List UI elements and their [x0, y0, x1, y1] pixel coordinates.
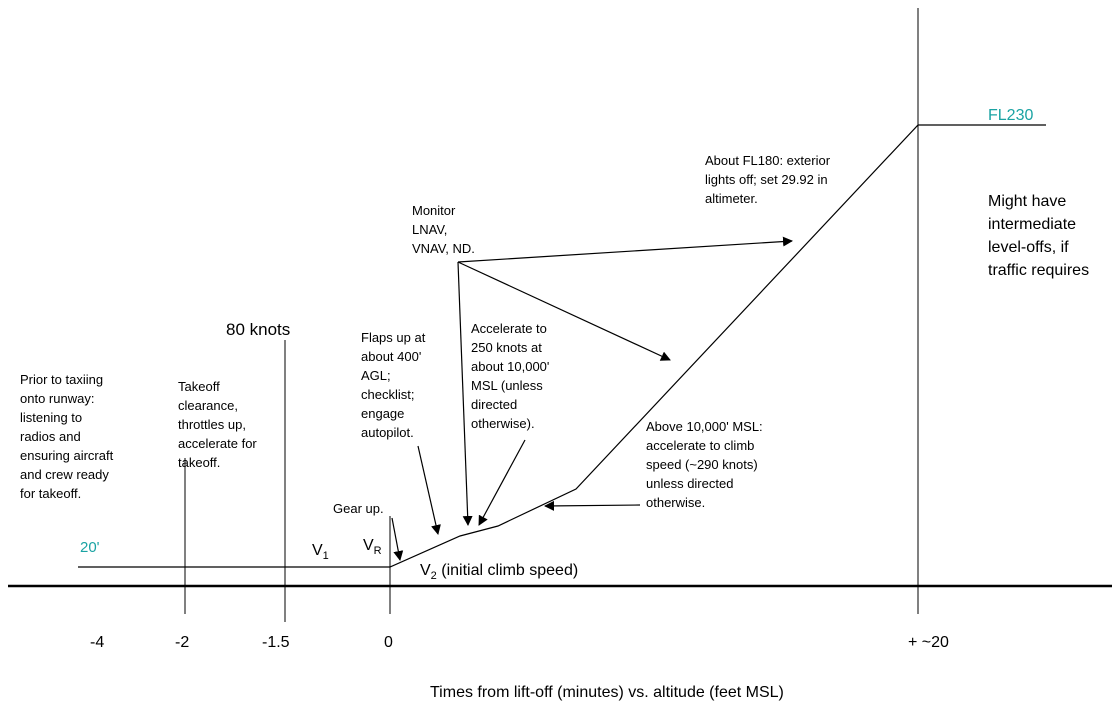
above-10000-arrow: [544, 500, 641, 511]
note-prior-taxi: Prior to taxiing onto runway: listening …: [20, 372, 117, 501]
end-altitude-label: FL230: [988, 107, 1033, 124]
tick-label-minus-1-5: -1.5: [262, 634, 290, 651]
tick-label-minus-4: -4: [90, 634, 104, 651]
eighty-knots-label: 80 knots: [226, 320, 290, 339]
tick-label-minus-2: -2: [175, 634, 189, 651]
monitor-arrow-down: [457, 261, 473, 526]
tick-label-plus-20: + ~20: [908, 634, 949, 651]
note-takeoff-clearance: Takeoff clearance, throttles up, acceler…: [178, 379, 260, 470]
v2-label: V2 (initial climb speed): [420, 562, 578, 582]
monitor-arrow-right: [457, 236, 793, 263]
axis-caption: Times from lift-off (minutes) vs. altitu…: [430, 684, 784, 701]
note-monitor: Monitor LNAV, VNAV, ND.: [412, 203, 475, 256]
tick-label-zero: 0: [384, 634, 393, 651]
v1-label: V1: [312, 542, 329, 562]
note-fl180: About FL180: exterior lights off; set 29…: [705, 153, 834, 206]
start-altitude-label: 20': [80, 539, 100, 556]
note-accelerate-250: Accelerate to 250 knots at about 10,000'…: [471, 321, 553, 431]
vr-label: VR: [363, 537, 382, 557]
flaps-up-arrow: [417, 445, 441, 535]
gear-up-arrow: [391, 517, 404, 561]
altitude-profile-line: [78, 124, 1046, 568]
monitor-arrow-diagonal: [457, 261, 671, 361]
note-level-offs: Might have intermediate level-offs, if t…: [988, 193, 1089, 279]
accelerate-250-arrow: [478, 439, 526, 526]
note-gear-up: Gear up.: [333, 501, 384, 516]
note-flaps-up: Flaps up at about 400' AGL; checklist; e…: [361, 330, 429, 440]
note-above-10000: Above 10,000' MSL: accelerate to climb s…: [646, 419, 766, 510]
